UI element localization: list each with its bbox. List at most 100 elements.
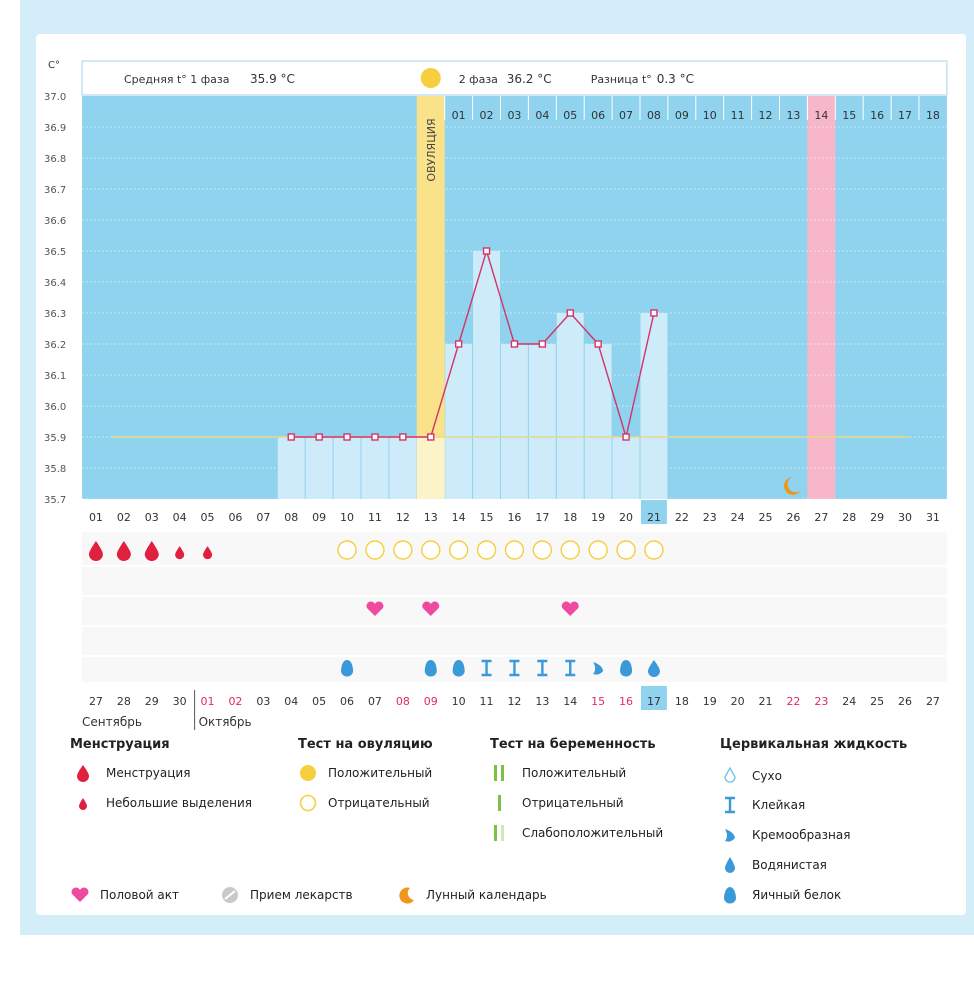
y-tick-label: 35.9 [44, 433, 66, 444]
menstruation-marker [203, 546, 213, 560]
phase2-day-label: 18 [926, 109, 940, 122]
cycle-day-label: 13 [424, 511, 438, 524]
filled-circle-icon [298, 764, 320, 782]
ovulation-column [416, 96, 445, 499]
cycle-day-label: 08 [284, 511, 298, 524]
pill-icon [220, 886, 242, 904]
temperature-point [315, 433, 323, 441]
ovulation-test-negative-marker [532, 540, 553, 560]
y-tick-label: 36.7 [44, 185, 66, 196]
intercourse-marker [366, 601, 384, 616]
phase2-day-label: 10 [703, 109, 717, 122]
ovulation-column-base [416, 437, 445, 499]
menstruation-marker [88, 541, 103, 561]
highlight-day-column [807, 96, 836, 499]
temperature-bar [501, 344, 528, 499]
temperature-bar [640, 313, 668, 499]
phase2-day-label: 11 [731, 109, 745, 122]
legend-item-pregnancy-weak: Слабоположительный [492, 824, 663, 842]
cycle-day-label: 14 [452, 511, 466, 524]
cervical-sticky-marker [509, 659, 520, 677]
temperature-point [594, 340, 602, 348]
legend-label-pregnancy-negative: Отрицательный [522, 796, 624, 810]
ovulation-test-negative-marker [588, 540, 608, 560]
calendar-date-label: 12 [507, 695, 521, 708]
legend-item-menstruation: Менструация [76, 764, 190, 782]
phase2-day-label: 08 [647, 109, 661, 122]
phase2-day-label: 17 [898, 109, 912, 122]
ovulation-test-negative-marker [421, 540, 441, 560]
current-day-highlight [641, 500, 667, 524]
cervical-sticky-marker [537, 659, 548, 677]
cycle-day-label: 02 [117, 511, 131, 524]
phase2-day-label: 13 [786, 109, 800, 122]
legend-label-medication: Прием лекарств [250, 888, 353, 902]
cervical-creamy-marker [593, 662, 604, 675]
legend-item-creamy: Кремообразная [722, 826, 850, 844]
phase2-day-label: 09 [675, 109, 689, 122]
legend-label-ovulation-positive: Положительный [328, 766, 433, 780]
temperature-bar [305, 437, 333, 499]
calendar-date-label: 01 [201, 695, 215, 708]
legend-title-menstruation: Менструация [70, 737, 170, 752]
single-line-icon [492, 794, 514, 812]
cycle-day-label: 31 [926, 511, 940, 524]
cervical-sticky-marker [565, 659, 576, 677]
cycle-day-label: 10 [340, 511, 354, 524]
calendar-date-label: 22 [786, 695, 800, 708]
calendar-date-label: 27 [89, 695, 103, 708]
cycle-day-label: 21 [647, 511, 661, 524]
legend-title-ovulation-test: Тест на овуляцию [298, 737, 433, 752]
ovulation-test-negative-marker [365, 540, 385, 560]
cycle-day-label: 27 [814, 511, 828, 524]
temperature-bar [277, 437, 305, 499]
y-tick-label: 36.8 [44, 154, 66, 165]
calendar-date-label: 05 [312, 695, 326, 708]
empty-circle-icon [298, 794, 320, 812]
temperature-point [287, 433, 295, 441]
calendar-date-label: 19 [703, 695, 717, 708]
temperature-line [291, 248, 655, 440]
drop-small-icon [76, 794, 98, 812]
ovulation-label: ОВУЛЯЦИЯ [425, 118, 438, 181]
calendar-date-label: 25 [870, 695, 884, 708]
current-date-highlight [641, 686, 667, 710]
calendar-date-label: 15 [591, 695, 605, 708]
temperature-point [454, 340, 463, 348]
cycle-day-label: 18 [563, 511, 577, 524]
cycle-day-label: 24 [731, 511, 745, 524]
heart-icon [70, 886, 92, 904]
legend-item-ovulation-negative: Отрицательный [298, 794, 430, 812]
calendar-date-label: 06 [340, 695, 354, 708]
double-line-icon [492, 764, 514, 782]
phase2-day-highlight [807, 96, 836, 120]
temperature-point [399, 433, 407, 441]
y-tick-label: 36.6 [44, 216, 66, 227]
legend-label-intercourse: Половой акт [100, 888, 179, 902]
cycle-day-label: 03 [145, 511, 159, 524]
phase2-day-label: 04 [535, 109, 549, 122]
empty-drop-icon [722, 766, 744, 785]
temperature-bar [612, 437, 640, 499]
cycle-day-label: 30 [898, 511, 912, 524]
calendar-date-label: 27 [926, 695, 940, 708]
ovulation-test-negative-marker [337, 540, 357, 560]
cycle-day-label: 07 [256, 511, 270, 524]
phase2-day-label: 15 [842, 109, 856, 122]
temperature-point [343, 433, 351, 441]
calendar-date-label: 14 [563, 695, 577, 708]
legend-title-cervical: Цервикальная жидкость [720, 737, 908, 752]
y-tick-label: 35.8 [44, 464, 66, 475]
moon-icon [396, 886, 418, 904]
ovulation-test-negative-marker [560, 540, 580, 560]
phase2-day-label: 03 [507, 109, 521, 122]
cycle-day-label: 06 [228, 511, 242, 524]
cycle-day-label: 16 [507, 511, 521, 524]
ovulation-sun-icon [420, 68, 441, 88]
phase2-day-label: 14 [814, 109, 828, 122]
cycle-day-label: 12 [396, 511, 410, 524]
cycle-day-label: 19 [591, 511, 605, 524]
calendar-date-label: 23 [814, 695, 828, 708]
temperature-point [427, 433, 435, 441]
calendar-date-label: 10 [452, 695, 466, 708]
